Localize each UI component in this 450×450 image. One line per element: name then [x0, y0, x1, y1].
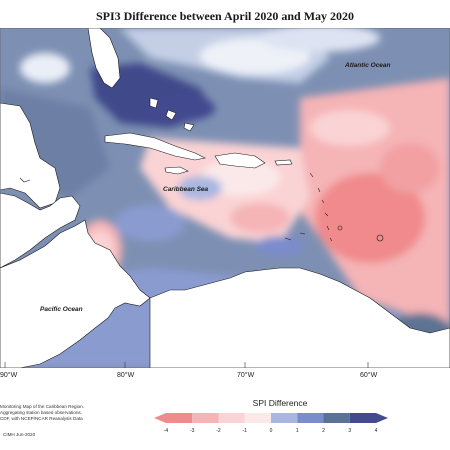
legend-tick-label: 0 [270, 428, 273, 434]
legend-cell [192, 413, 219, 423]
land-central-america [0, 219, 151, 368]
legend-title: SPI Difference [252, 398, 308, 408]
lon-label-70w: 70°W [237, 372, 255, 379]
field-atlantic-core [315, 173, 425, 263]
legend-tick-label: -1 [243, 428, 248, 434]
legend-tick-label: -3 [190, 428, 195, 434]
credits-line-2: Aggregating station based observations, [0, 410, 82, 416]
credits-line-3: CDF, with NCEP/NCAR Reanalysis Data [0, 416, 83, 422]
land-mexico [0, 102, 61, 209]
legend-cell [166, 413, 193, 423]
land-south-america [149, 267, 450, 368]
legend-tick-label: 4 [375, 428, 378, 434]
field-caribbean-blue [178, 176, 222, 200]
lon-label-90w: 90°W [0, 372, 18, 379]
credits-line-1: Monitoring Map of the Caribbean Region. [0, 404, 85, 409]
label-pacific-ocean: Pacific Ocean [40, 306, 83, 313]
land-masses [0, 28, 450, 368]
legend-tick-label: -4 [164, 428, 169, 434]
legend-tick-label: -2 [216, 428, 221, 434]
spi-legend-colorbar: -4 -3 -2 -1 0 1 2 3 4 [154, 413, 388, 434]
land-puerto-rico [274, 159, 293, 166]
legend-cell [271, 413, 298, 423]
copyright-text: CIMH Jun-2020 [3, 432, 36, 437]
land-jamaica [164, 166, 189, 175]
legend-tick-label: 1 [296, 428, 299, 434]
legend-cell [323, 413, 350, 423]
land-yucatan [0, 192, 81, 269]
land-cuba [104, 132, 206, 161]
lon-label-80w: 80°W [117, 372, 135, 379]
map-title: SPI3 Difference between April 2020 and M… [95, 9, 355, 23]
spi-difference-map [0, 28, 450, 368]
legend-cell [218, 413, 245, 423]
legend-tick-label: 2 [322, 428, 325, 434]
label-caribbean-sea: Caribbean Sea [163, 186, 209, 193]
legend-tick-label: 3 [348, 428, 351, 434]
land-florida [87, 28, 121, 89]
credits-text: Monitoring Map of the Caribbean Region. … [0, 404, 84, 423]
legend-cell [349, 413, 376, 423]
lon-label-60w: 60°W [360, 372, 378, 379]
legend-cell [244, 413, 271, 423]
legend-arrow-low [154, 413, 166, 423]
legend-arrow-high [376, 413, 388, 423]
legend-cell [297, 413, 324, 423]
land-hispaniola [214, 152, 266, 169]
label-atlantic-ocean: Atlantic Ocean [345, 62, 391, 69]
